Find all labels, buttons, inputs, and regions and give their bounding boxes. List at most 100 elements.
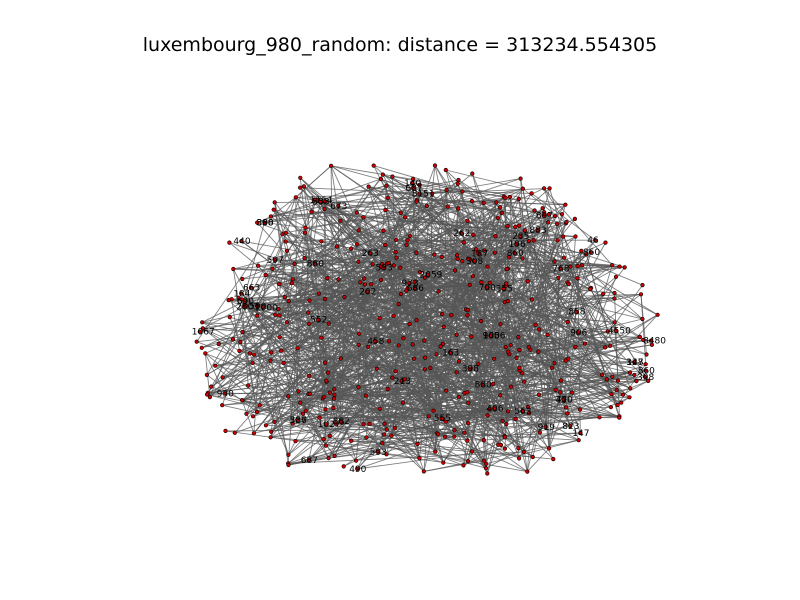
graph-node xyxy=(356,228,361,233)
graph-node xyxy=(460,189,465,194)
graph-edge xyxy=(363,423,455,431)
graph-node xyxy=(563,358,568,363)
graph-edge xyxy=(295,196,386,211)
graph-edge xyxy=(333,234,474,409)
graph-edge xyxy=(285,229,525,242)
graph-edge xyxy=(270,205,427,217)
graph-node xyxy=(505,298,511,304)
node-label: 906 xyxy=(570,328,587,338)
graph-node xyxy=(334,244,340,249)
graph-node xyxy=(341,464,346,469)
node-label: 235 xyxy=(512,232,529,242)
graph-node xyxy=(242,299,247,304)
graph-edge xyxy=(308,215,556,314)
graph-node xyxy=(643,362,648,367)
graph-node xyxy=(237,348,242,354)
graph-edge xyxy=(543,188,613,266)
graph-node xyxy=(504,422,509,427)
graph-edge xyxy=(256,315,331,394)
graph-node xyxy=(520,256,525,261)
graph-edge xyxy=(463,399,564,466)
node-label: 458 xyxy=(367,337,384,347)
graph-edge xyxy=(265,246,338,276)
graph-node xyxy=(454,332,459,337)
node-label: 440 xyxy=(233,237,250,247)
graph-edge xyxy=(363,216,428,275)
node-label: 686 xyxy=(407,284,424,294)
graph-edge xyxy=(324,362,418,445)
graph-node xyxy=(273,312,278,317)
graph-node xyxy=(423,355,428,360)
graph-node xyxy=(498,205,503,210)
graph-edge xyxy=(471,329,540,338)
graph-node xyxy=(493,234,498,239)
graph-node xyxy=(588,250,594,255)
graph-node xyxy=(257,403,262,408)
graph-node xyxy=(467,282,472,288)
graph-node xyxy=(485,413,490,418)
graph-node xyxy=(430,191,435,196)
graph-node xyxy=(421,469,427,474)
graph-edge xyxy=(358,349,531,388)
graph-edge xyxy=(206,319,417,395)
node-label: 768 xyxy=(552,264,569,274)
graph-node xyxy=(516,196,521,202)
graph-node xyxy=(422,275,427,280)
node-label: 262 xyxy=(453,229,470,239)
graph-node xyxy=(384,427,389,432)
graph-node xyxy=(608,405,614,410)
graph-edge xyxy=(270,216,394,317)
graph-edge xyxy=(245,305,506,438)
graph-node xyxy=(380,441,385,446)
graph-edge xyxy=(248,385,385,435)
graph-edge xyxy=(358,229,540,330)
graph-edge xyxy=(308,442,383,461)
graph-node xyxy=(374,366,380,371)
graph-node xyxy=(455,256,460,261)
graph-node xyxy=(563,202,568,207)
graph-node xyxy=(500,418,505,424)
graph-edge xyxy=(523,293,642,383)
graph-node xyxy=(465,438,470,443)
graph-node xyxy=(230,337,236,342)
graph-edge xyxy=(239,232,287,343)
graph-edge xyxy=(323,396,327,446)
graph-node xyxy=(244,411,249,416)
node-label: 398 xyxy=(637,373,654,383)
graph-node xyxy=(276,306,281,312)
graph-edge xyxy=(445,169,524,190)
graph-edge xyxy=(433,202,485,411)
graph-node xyxy=(281,360,286,366)
graph-node xyxy=(541,186,547,191)
node-label: 406 xyxy=(486,405,503,415)
graph-node xyxy=(200,320,205,325)
graph-node xyxy=(250,360,255,366)
node-label: 687 xyxy=(301,456,318,466)
graph-node xyxy=(232,430,237,435)
node-label: 147 xyxy=(572,429,589,439)
graph-node xyxy=(279,348,284,353)
graph-node xyxy=(366,184,371,189)
graph-node xyxy=(293,195,298,200)
graph-node xyxy=(475,250,480,255)
graph-edge xyxy=(384,283,507,424)
graph-edge xyxy=(427,274,557,391)
graph-node xyxy=(402,377,407,382)
graph-edge xyxy=(510,261,555,346)
graph-node xyxy=(323,407,328,412)
graph-node xyxy=(484,285,489,290)
graph-node xyxy=(522,228,528,233)
graph-node xyxy=(465,308,471,313)
node-label: 860 xyxy=(256,219,273,229)
graph-edge xyxy=(519,367,622,404)
node-label: 593 xyxy=(370,448,387,458)
graph-node xyxy=(393,250,398,255)
graph-node xyxy=(461,240,466,245)
graph-node xyxy=(203,351,208,356)
graph-node xyxy=(329,163,334,168)
graph-node xyxy=(643,368,648,373)
graph-node xyxy=(194,339,199,344)
graph-node xyxy=(469,449,475,454)
graph-node xyxy=(452,428,457,433)
graph-node xyxy=(445,204,450,209)
